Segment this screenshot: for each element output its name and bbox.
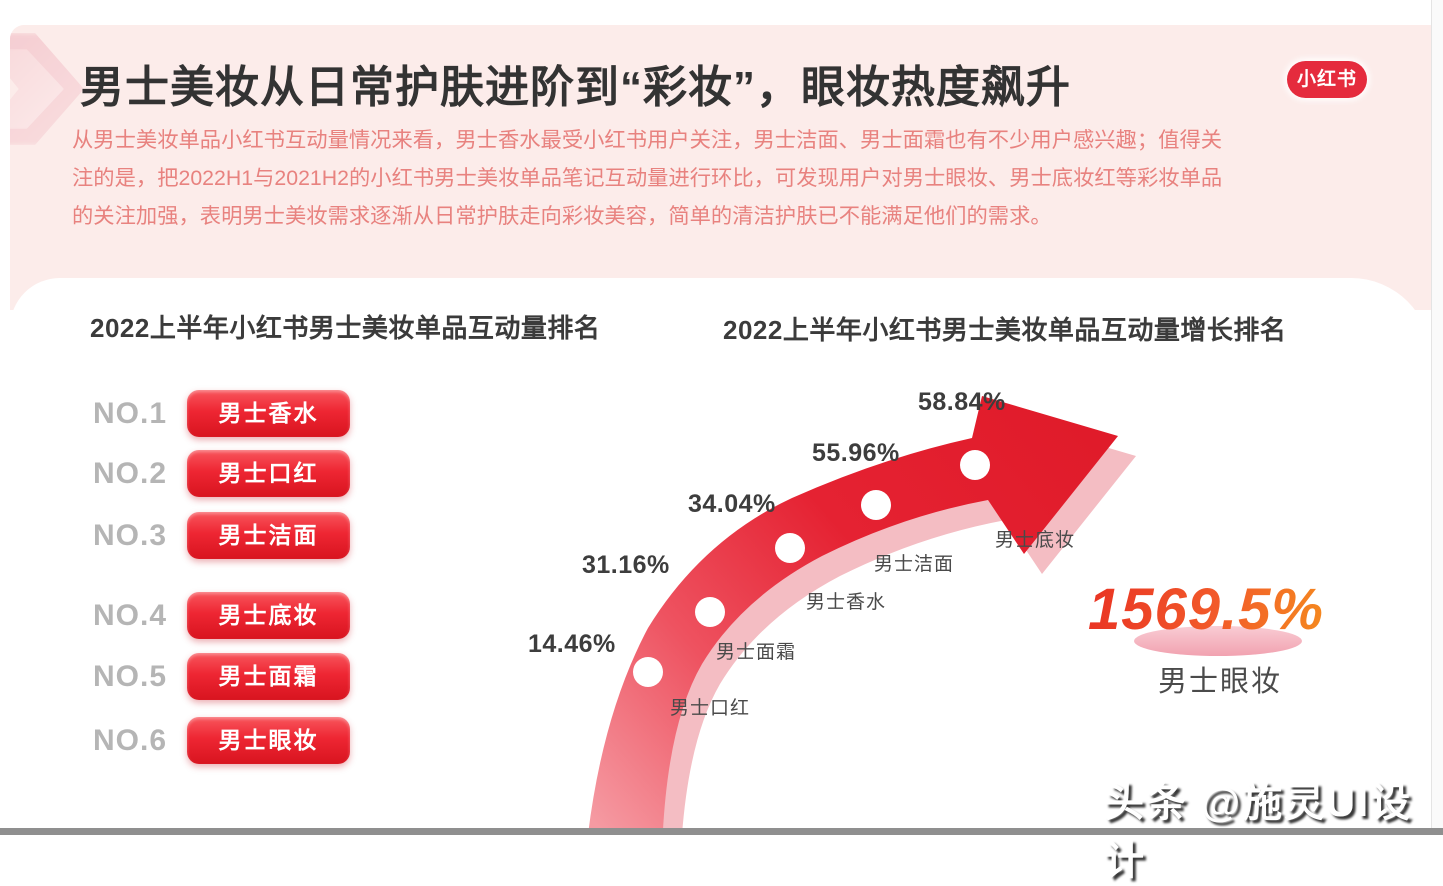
rank-number: NO.2 — [93, 457, 168, 490]
highlight-growth-value: 1569.5% — [1088, 577, 1324, 642]
page-title: 男士美妆从日常护肤进阶到“彩妆”，眼妆热度飙升 — [80, 63, 1071, 112]
content-card: 2022上半年小红书男士美妆单品互动量排名 2022上半年小红书男士美妆单品互动… — [10, 278, 1431, 828]
xiaohongshu-logo-badge: 小红书 — [1287, 61, 1367, 98]
rank-item-pill: 男士洁面 — [187, 512, 350, 559]
rank-item-pill: 男士面霜 — [187, 653, 350, 700]
highlight-item-label: 男士眼妆 — [1157, 666, 1282, 698]
window-bottom-edge — [0, 828, 1443, 835]
intro-paragraph: 从男士美妆单品小红书互动量情况来看，男士香水最受小红书用户关注，男士洁面、男士面… — [72, 128, 1223, 228]
rank-item-pill: 男士香水 — [187, 390, 350, 437]
rank-item-pill: 男士底妆 — [187, 592, 350, 639]
rank-number: NO.5 — [93, 660, 168, 693]
ranking-chart-title: 2022上半年小红书男士美妆单品互动量排名 — [90, 313, 601, 343]
growth-chart-title: 2022上半年小红书男士美妆单品互动量增长排名 — [723, 315, 1287, 345]
highlight-glow-ellipse — [1134, 626, 1302, 656]
rank-number: NO.4 — [93, 599, 168, 632]
rank-item-pill: 男士眼妆 — [187, 717, 350, 764]
rank-item-pill: 男士口红 — [187, 450, 350, 497]
rank-number: NO.3 — [93, 519, 168, 552]
header-panel: 男士美妆从日常护肤进阶到“彩妆”，眼妆热度飙升 小红书 从男士美妆单品小红书互动… — [10, 25, 1432, 310]
rank-number: NO.1 — [93, 397, 168, 430]
rank-number: NO.6 — [93, 724, 168, 757]
vertical-scrollbar[interactable] — [1431, 0, 1443, 828]
